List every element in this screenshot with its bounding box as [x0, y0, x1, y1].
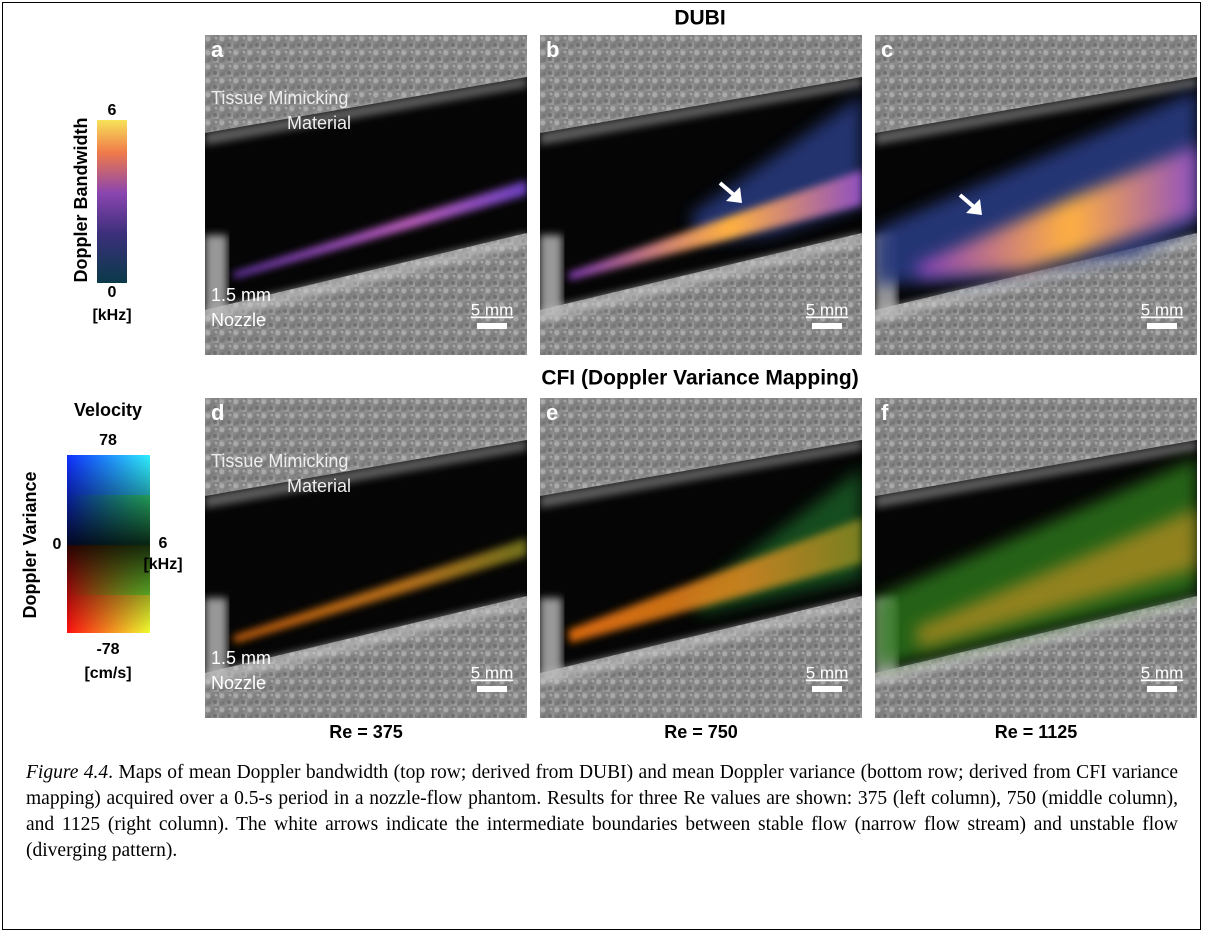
figure: 6 0 [kHz] Doppler Bandwidth Velocity 78 … — [20, 7, 1197, 742]
image-panel: c 5 mm — [875, 35, 1197, 355]
scale-bar — [812, 686, 842, 692]
colorbar-right: 6 — [159, 535, 168, 552]
row-title: DUBI — [674, 7, 725, 30]
colorbar-bottom: -78 — [96, 641, 119, 658]
caption-text: . Maps of mean Doppler bandwidth (top ro… — [26, 762, 1178, 861]
colorbar-unit-bottom: [cm/s] — [84, 665, 131, 682]
colorbar-max: 6 — [108, 102, 117, 119]
column-label: Re = 375 — [329, 722, 403, 742]
scale-bar — [1147, 323, 1177, 329]
colorbar-unit-right: [kHz] — [143, 556, 182, 573]
panel-letter: b — [546, 37, 559, 62]
panel-letter: c — [881, 37, 893, 62]
scale-bar-label: 5 mm — [471, 300, 514, 319]
panel-letter: a — [211, 37, 224, 62]
colorbar-unit: [kHz] — [92, 307, 131, 324]
panel-annotation: Tissue Mimicking — [211, 451, 348, 471]
panel-annotation: 1.5 mm — [211, 648, 271, 668]
image-panel: b 5 mm — [540, 35, 862, 355]
panel-annotation: Nozzle — [211, 673, 266, 693]
panel-annotation: Nozzle — [211, 310, 266, 330]
colorbar-label: Doppler Variance — [20, 471, 40, 618]
variance-colorbar — [67, 455, 150, 633]
colorbar-min: 0 — [108, 284, 117, 301]
scale-bar-label: 5 mm — [1141, 663, 1184, 682]
scale-bar — [477, 686, 507, 692]
colorbar-label: Doppler Bandwidth — [71, 118, 91, 283]
caption-label: Figure 4.4 — [26, 762, 109, 783]
scale-bar-label: 5 mm — [1141, 300, 1184, 319]
panel-annotation: Tissue Mimicking — [211, 88, 348, 108]
image-panel: f 5 mm — [875, 398, 1197, 718]
panel-letter: f — [881, 400, 889, 425]
image-panel: d Tissue Mimicking Material 1.5 mm Nozzle 5 m… — [205, 398, 527, 718]
scale-bar-label: 5 mm — [471, 663, 514, 682]
scale-bar-label: 5 mm — [806, 663, 849, 682]
panel-letter: e — [546, 400, 558, 425]
image-panel: e 5 mm — [540, 398, 862, 718]
scale-bar-label: 5 mm — [806, 300, 849, 319]
panel-letter: d — [211, 400, 224, 425]
colorbar-left: 0 — [53, 536, 62, 553]
image-panel: a Tissue Mimicking Material 1.5 mm Nozzle 5 m… — [205, 35, 527, 355]
panel-annotation: Material — [287, 113, 351, 133]
colorbar-top: 78 — [99, 432, 117, 449]
colorbar-title: Velocity — [74, 400, 142, 420]
scale-bar — [477, 323, 507, 329]
panel-annotation: 1.5 mm — [211, 285, 271, 305]
bandwidth-colorbar — [97, 120, 127, 283]
row-title: CFI (Doppler Variance Mapping) — [541, 367, 858, 390]
caption: Figure 4.4. Maps of mean Doppler bandwid… — [26, 760, 1178, 864]
column-label: Re = 1125 — [995, 722, 1078, 742]
column-label: Re = 750 — [664, 722, 738, 742]
panel-annotation: Material — [287, 476, 351, 496]
scale-bar — [812, 323, 842, 329]
scale-bar — [1147, 686, 1177, 692]
